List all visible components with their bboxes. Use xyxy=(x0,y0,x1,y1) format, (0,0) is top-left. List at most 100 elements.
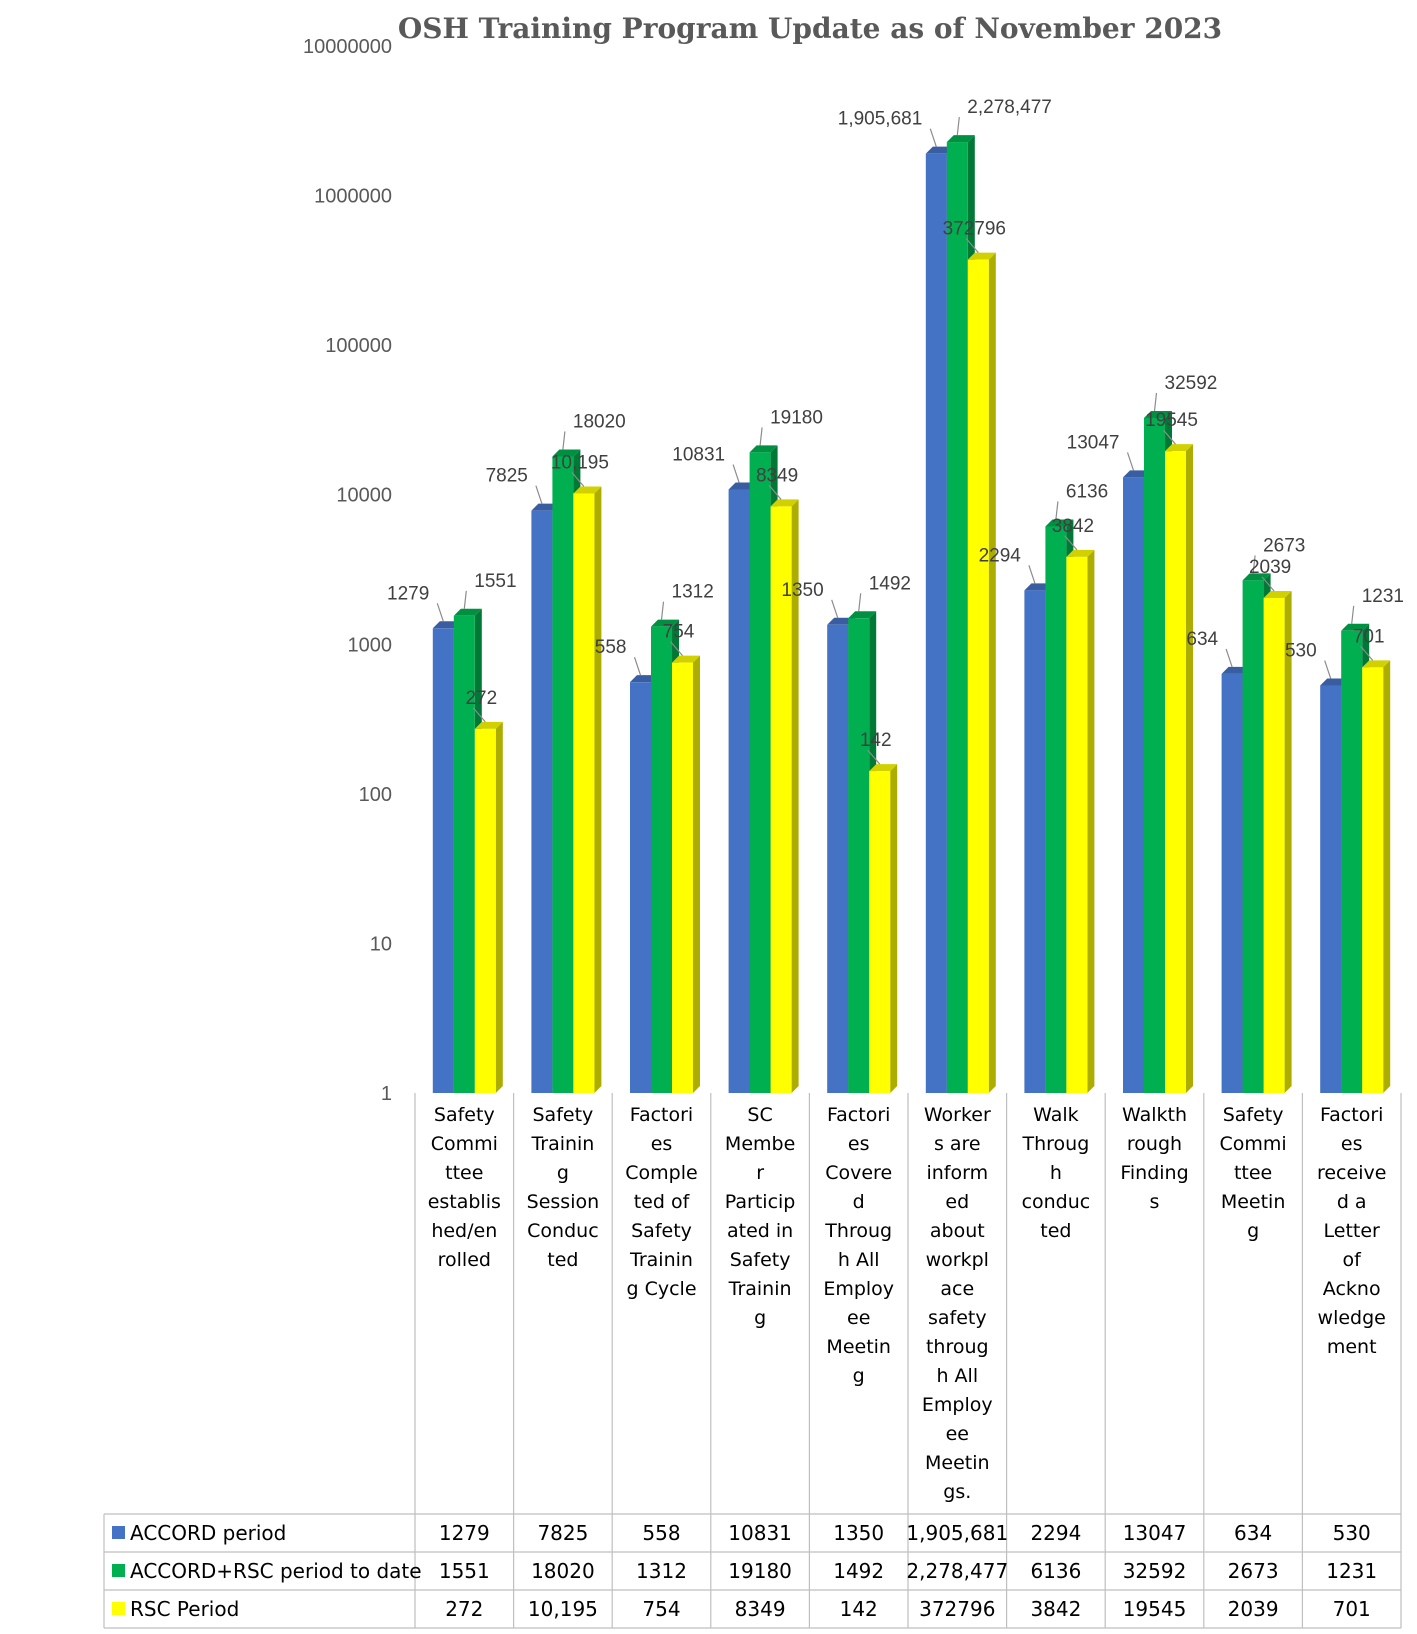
data-label: 32592 xyxy=(1165,373,1218,394)
category-label-line: workpl xyxy=(926,1249,989,1271)
bar xyxy=(552,456,574,1093)
category-label-line: Safety xyxy=(533,1104,594,1126)
category-label-line: ted of xyxy=(634,1191,691,1213)
bar-top xyxy=(967,252,996,260)
table-cell: 372796 xyxy=(919,1597,995,1621)
data-label: 272 xyxy=(465,688,497,709)
data-label-leader xyxy=(1360,645,1374,661)
bar xyxy=(1341,630,1363,1093)
category-label: Safety Commi ttee Meetin g xyxy=(1220,1104,1287,1242)
category-label-line: ment xyxy=(1327,1336,1377,1358)
bar xyxy=(1362,667,1384,1093)
bar-side xyxy=(890,764,898,1093)
bar-top xyxy=(1066,549,1095,557)
data-label-leader xyxy=(670,641,683,657)
category-label-line: r xyxy=(756,1162,764,1184)
category-label-line: conduc xyxy=(1022,1191,1091,1213)
category-label-line: establis xyxy=(428,1191,501,1213)
category-label-line: ace xyxy=(940,1278,974,1300)
category-label-line: Comple xyxy=(625,1162,697,1184)
bar-side xyxy=(1087,549,1095,1093)
series-name: RSC Period xyxy=(130,1597,239,1621)
category-label: Walkth rough Finding s xyxy=(1120,1104,1188,1213)
data-label: 701 xyxy=(1353,626,1385,647)
y-tick-label: 10000 xyxy=(336,485,392,507)
table-cell: 8349 xyxy=(735,1597,786,1621)
table-cell: 1492 xyxy=(833,1559,884,1583)
series-name: ACCORD period xyxy=(130,1521,286,1545)
category-label-line: Meetin xyxy=(925,1452,990,1474)
bar xyxy=(573,493,595,1093)
bar xyxy=(453,615,475,1093)
y-tick-label: 10000000 xyxy=(303,36,392,58)
data-label: 754 xyxy=(663,622,695,643)
category-label-line: Safety xyxy=(434,1104,495,1126)
data-label-leader xyxy=(1324,660,1332,679)
data-label-leader xyxy=(472,707,486,723)
data-label: 530 xyxy=(1285,641,1317,662)
data-label-leader xyxy=(831,599,839,618)
bar-side xyxy=(1383,660,1391,1093)
category-label-line: g xyxy=(557,1162,569,1184)
category-label-line: Conduc xyxy=(527,1220,598,1242)
data-label-leader xyxy=(436,603,444,622)
table-cell: 2673 xyxy=(1228,1559,1279,1583)
table-cell: 701 xyxy=(1333,1597,1371,1621)
data-label: 1350 xyxy=(781,580,823,601)
category-label-line: h All xyxy=(936,1365,978,1387)
category-label-line: SC xyxy=(747,1104,772,1126)
category-label: Safety Commi ttee establis hed/en rolled xyxy=(428,1104,501,1271)
bar-top xyxy=(869,764,898,772)
table-cell: 530 xyxy=(1333,1521,1371,1545)
bar xyxy=(1045,526,1067,1093)
category-label: Safety Trainin g Session Conduc ted xyxy=(527,1104,600,1271)
data-label-leader xyxy=(535,485,543,504)
bar xyxy=(1263,598,1285,1093)
data-label-leader xyxy=(571,472,585,487)
category-label-line: Meetin xyxy=(826,1336,891,1358)
data-label: 2039 xyxy=(1249,557,1291,578)
table-cell: 19545 xyxy=(1123,1597,1187,1621)
bar-side xyxy=(594,486,602,1093)
category-label-line: Commi xyxy=(431,1133,498,1155)
bar-top xyxy=(1362,660,1391,668)
category-label-line: Meetin xyxy=(1221,1191,1286,1213)
category-label-line: d xyxy=(853,1191,865,1213)
data-label-leader xyxy=(956,117,960,136)
category-label-line: Trainin xyxy=(530,1133,594,1155)
bar-side xyxy=(1186,444,1193,1093)
table-cell: 7825 xyxy=(537,1521,588,1545)
category-label-line: ed xyxy=(945,1191,969,1213)
data-label-leader xyxy=(858,593,862,612)
data-label: 372796 xyxy=(943,219,1006,240)
y-axis: 1 10 100 1000 10000 100000 1000000 10000000 xyxy=(303,36,392,1105)
category-label-line: ttee xyxy=(1234,1162,1272,1184)
data-label-leader xyxy=(1225,648,1233,668)
data-label-leader xyxy=(660,601,665,620)
y-tick-label: 100 xyxy=(359,784,392,806)
category-label-line: Worker xyxy=(924,1104,991,1126)
table-cell: 10,195 xyxy=(528,1597,598,1621)
category-label-line: Covere xyxy=(825,1162,892,1184)
category-label-line: Factori xyxy=(630,1104,693,1126)
category-label-line: inform xyxy=(926,1162,988,1184)
bar xyxy=(1144,417,1165,1093)
category-label-line: Safety xyxy=(730,1249,791,1271)
bar-top xyxy=(770,499,799,507)
category-label: SC Membe r Particip ated in Safety Trainin g xyxy=(725,1104,796,1329)
bar-side xyxy=(988,252,996,1093)
table-cell: 19180 xyxy=(728,1559,792,1583)
table-cell: 3842 xyxy=(1030,1597,1081,1621)
data-label-leader xyxy=(633,656,642,676)
table-cell: 142 xyxy=(840,1597,878,1621)
bar xyxy=(531,510,553,1093)
table-cell: 1312 xyxy=(636,1559,687,1583)
category-label-line: Safety xyxy=(1223,1104,1284,1126)
data-label-leader xyxy=(1126,452,1135,471)
category-label-line: Walkth xyxy=(1122,1104,1187,1126)
category-label-line: Ackno xyxy=(1323,1278,1381,1300)
bar xyxy=(1242,580,1264,1093)
category-label-line: receive xyxy=(1317,1162,1386,1184)
bar-side xyxy=(693,655,700,1093)
category-label-line: of xyxy=(1343,1249,1363,1271)
